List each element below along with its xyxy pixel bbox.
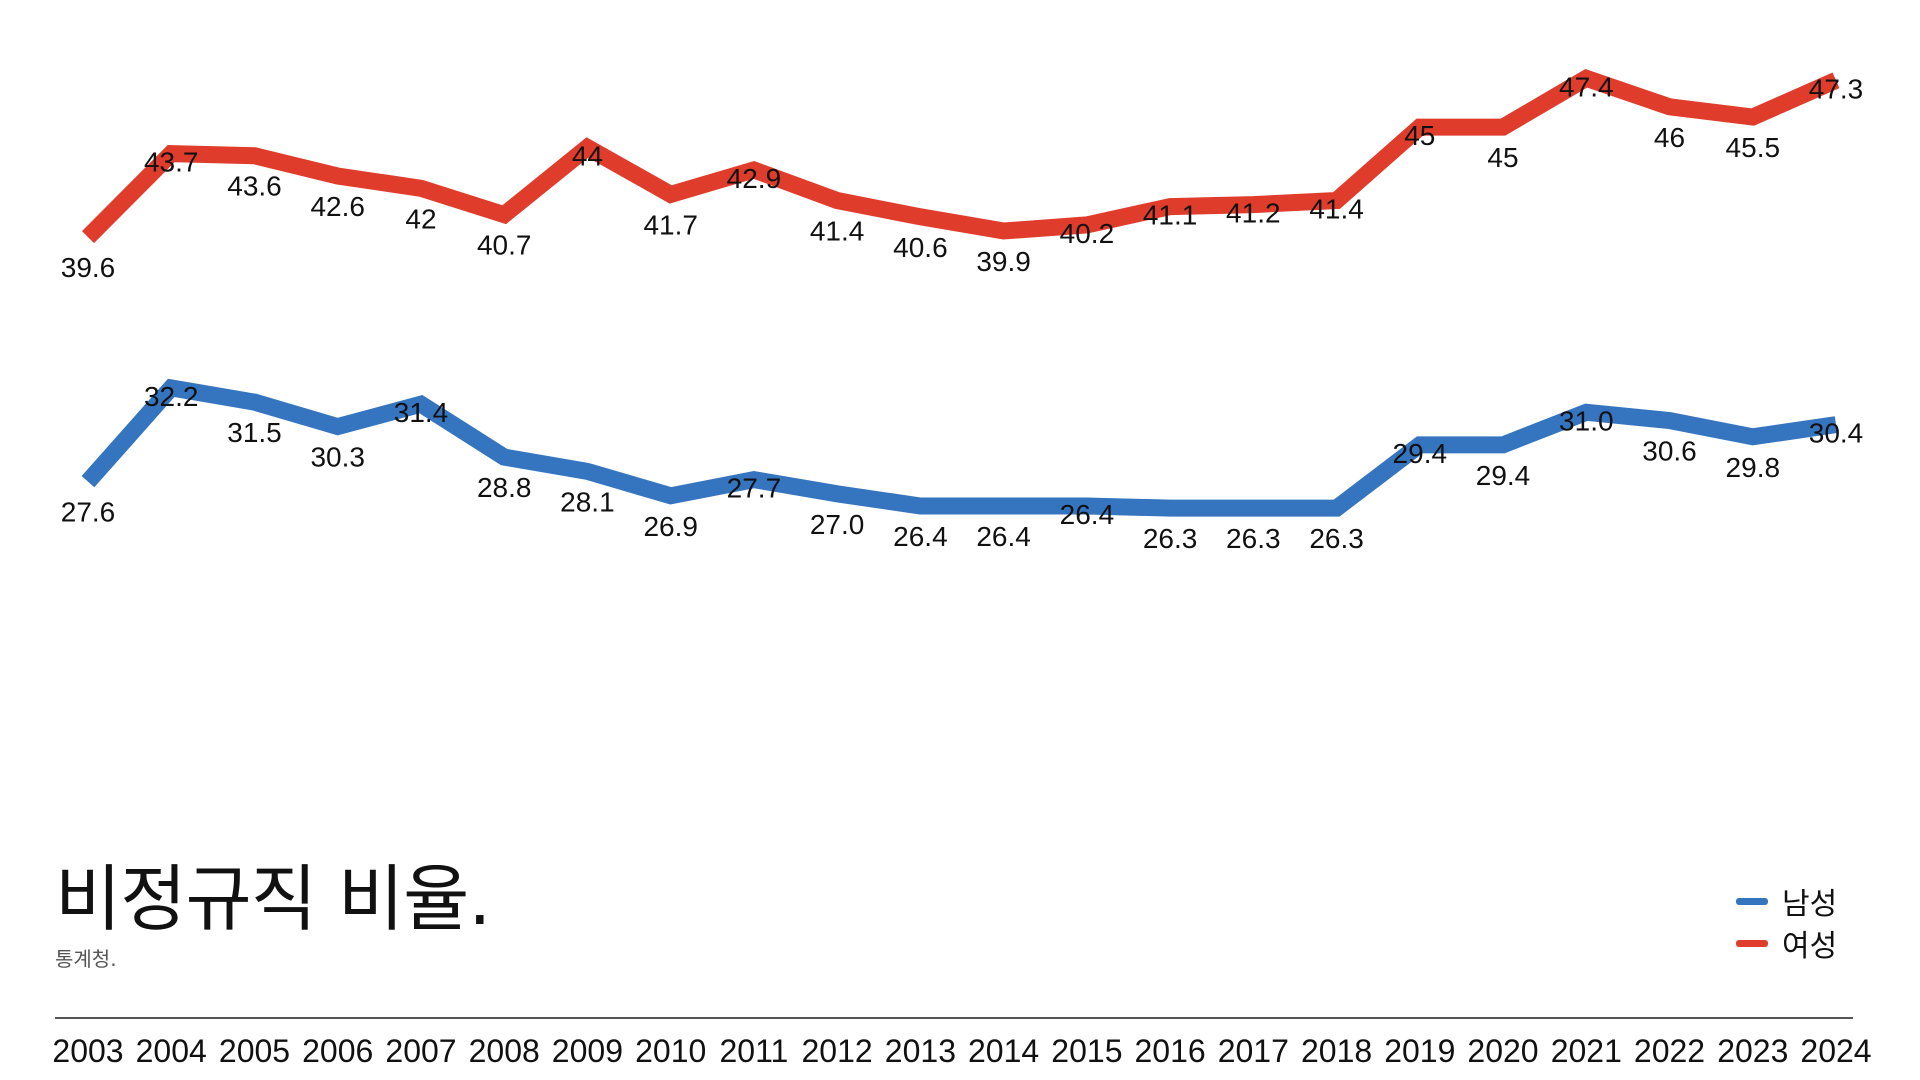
data-label: 31.0: [1559, 405, 1614, 436]
data-label: 43.6: [227, 171, 282, 202]
legend: 남성 여성: [1736, 880, 1837, 964]
data-label: 26.3: [1309, 523, 1364, 554]
x-tick-label: 2019: [1384, 1033, 1455, 1069]
data-label: 31.4: [394, 397, 449, 428]
series-line-female: [81, 68, 1840, 244]
legend-label-male: 남성: [1782, 887, 1838, 922]
x-tick-label: 2016: [1135, 1033, 1206, 1069]
x-tick-label: 2014: [968, 1033, 1039, 1069]
data-label: 31.5: [227, 417, 282, 448]
data-label: 26.3: [1226, 523, 1281, 554]
x-tick-label: 2011: [719, 1033, 788, 1069]
data-label: 29.4: [1393, 438, 1448, 469]
x-tick-label: 2017: [1218, 1033, 1289, 1069]
data-label: 26.9: [643, 511, 698, 542]
x-tick-label: 2003: [52, 1033, 123, 1069]
data-label: 47.4: [1559, 71, 1614, 102]
data-label: 42.6: [310, 191, 365, 222]
data-label: 40.2: [1060, 218, 1115, 249]
data-label: 26.4: [893, 521, 948, 552]
data-label: 32.2: [144, 381, 199, 412]
data-label: 47.3: [1809, 73, 1864, 104]
x-tick-label: 2015: [1051, 1033, 1122, 1069]
data-label: 44: [572, 141, 603, 172]
data-label: 42.9: [727, 163, 782, 194]
data-label: 30.3: [310, 442, 365, 473]
series-line-male: [81, 378, 1838, 517]
data-label: 30.6: [1642, 436, 1697, 467]
x-tick-label: 2009: [552, 1033, 623, 1069]
data-label: 43.7: [144, 147, 199, 178]
data-label: 41.4: [810, 216, 865, 247]
data-label: 27.7: [727, 473, 782, 504]
data-label: 28.1: [560, 486, 615, 517]
x-tick-label: 2018: [1301, 1033, 1372, 1069]
chart-title: 비정규직 비율.: [55, 857, 491, 941]
data-label-layer: 39.6 43.7 43.6 42.6 42 40.7 44 41.7 42.9 41.4 40.6…: [61, 71, 1864, 554]
data-label: 45: [1487, 142, 1518, 173]
data-label: 41.1: [1143, 200, 1198, 231]
data-label: 29.4: [1476, 460, 1531, 491]
legend-swatch-male: [1736, 897, 1768, 905]
x-tick-label: 2013: [885, 1033, 956, 1069]
data-label: 45.5: [1726, 132, 1781, 163]
data-label: 41.2: [1226, 198, 1281, 229]
x-tick-label: 2005: [219, 1033, 290, 1069]
x-tick-label: 2023: [1717, 1033, 1788, 1069]
data-label: 46: [1654, 122, 1685, 153]
x-tick-label: 2008: [469, 1033, 540, 1069]
x-tick-label: 2007: [385, 1033, 456, 1069]
data-label: 28.8: [477, 472, 532, 503]
data-label: 27.0: [810, 509, 865, 540]
x-tick-label: 2006: [302, 1033, 373, 1069]
x-tick-layer: 2003 2004 2005 2006 2007 2008 2009 2010 2011 2012…: [52, 1033, 1871, 1069]
data-label: 39.9: [976, 246, 1031, 277]
data-label: 27.6: [61, 497, 116, 528]
x-tick-label: 2024: [1800, 1033, 1871, 1069]
x-tick-label: 2021: [1551, 1033, 1622, 1069]
data-label: 41.4: [1309, 194, 1364, 225]
legend-swatch-female: [1736, 939, 1768, 947]
x-tick-label: 2022: [1634, 1033, 1705, 1069]
data-label: 39.6: [61, 252, 116, 283]
legend-item-male: 남성: [1736, 880, 1837, 922]
legend-label-female: 여성: [1782, 929, 1838, 964]
data-label: 40.6: [893, 232, 948, 263]
x-tick-label: 2012: [802, 1033, 873, 1069]
x-tick-label: 2004: [136, 1033, 207, 1069]
data-label: 45: [1404, 120, 1435, 151]
data-label: 40.7: [477, 230, 532, 261]
legend-item-female: 여성: [1736, 922, 1837, 964]
data-label: 26.4: [976, 521, 1031, 552]
x-tick-label: 2020: [1467, 1033, 1538, 1069]
series-layer: [81, 68, 1840, 517]
data-label: 42: [405, 203, 436, 234]
x-tick-label: 2010: [635, 1033, 706, 1069]
data-label: 41.7: [643, 209, 698, 240]
data-label: 26.3: [1143, 523, 1198, 554]
data-label: 29.8: [1726, 452, 1781, 483]
chart-subtitle: 통계청.: [55, 947, 117, 971]
data-label: 26.4: [1060, 499, 1115, 530]
data-label: 30.4: [1809, 418, 1864, 449]
